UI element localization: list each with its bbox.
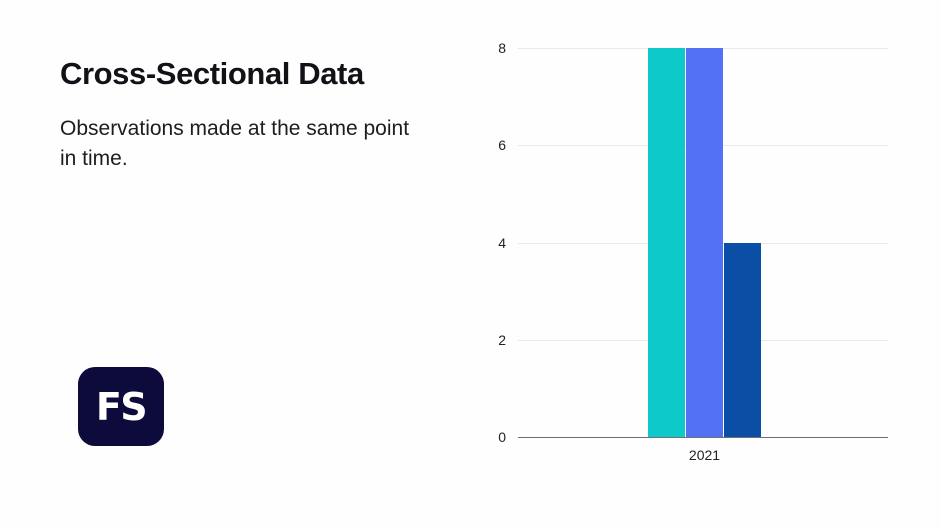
bar-series-1 — [648, 48, 685, 437]
plot-area: 2021 0 2 4 6 8 — [498, 40, 888, 463]
bar-series-3 — [724, 242, 761, 437]
fs-logo: FS — [78, 367, 164, 446]
y-axis-tick-label: 8 — [498, 40, 506, 56]
text-panel: Cross-Sectional Data Observations made a… — [60, 56, 460, 175]
subtitle-text: Observations made at the same point in t… — [60, 116, 410, 171]
bar-chart: 2021 0 2 4 6 8 — [480, 20, 920, 490]
y-axis-tick-label: 6 — [498, 137, 506, 154]
y-axis-tick-label: 2 — [498, 331, 506, 348]
page-title: Cross-Sectional Data — [60, 56, 364, 91]
logo-text: FS — [95, 384, 148, 429]
bar-series-2 — [686, 48, 723, 437]
y-axis-tick-label: 0 — [498, 429, 506, 445]
gridline-0: 0 — [498, 429, 888, 445]
x-axis-tick-label: 2021 — [688, 447, 721, 463]
y-axis-tick-label: 4 — [498, 234, 506, 251]
